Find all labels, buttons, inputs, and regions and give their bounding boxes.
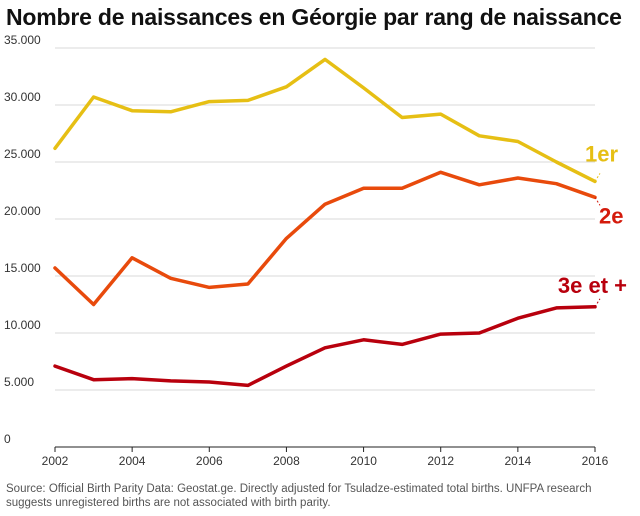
y-tick-label: 35.000 (4, 33, 41, 47)
axes: 0 5.000 10.000 15.000 20.000 25.000 30.000 35.0… (4, 33, 609, 468)
y-tick-label: 0 (4, 432, 11, 446)
x-tick-label: 2004 (119, 454, 146, 468)
y-tick-label: 30.000 (4, 90, 41, 104)
series-label-3e-et: 3e et + (558, 273, 627, 298)
y-tick-label: 5.000 (4, 375, 34, 389)
y-tick-label: 10.000 (4, 318, 41, 332)
label-leader-1er (594, 173, 601, 182)
x-tick-label: 2012 (427, 454, 454, 468)
y-tick-label: 15.000 (4, 261, 41, 275)
y-tick-label: 20.000 (4, 204, 41, 218)
line-chart: 0 5.000 10.000 15.000 20.000 25.000 30.000 35.0… (4, 33, 627, 468)
y-tick-label: 25.000 (4, 147, 41, 161)
series-labels: 1er 2e 3e et + (558, 141, 627, 308)
chart-title: Nombre de naissances en Géorgie par rang… (6, 4, 622, 30)
x-tick-label: 2014 (505, 454, 532, 468)
series-line-3e-et (53, 305, 597, 388)
x-tick-label: 2006 (196, 454, 223, 468)
label-leader-3e-et (594, 298, 601, 308)
x-tick-label: 2008 (273, 454, 300, 468)
label-leader-2e (594, 197, 601, 206)
source-note: Source: Official Birth Parity Data: Geos… (6, 483, 592, 509)
x-tick-label: 2010 (350, 454, 377, 468)
series-line-2e (53, 170, 597, 307)
x-tick-label: 2002 (42, 454, 69, 468)
x-tick-label: 2016 (582, 454, 609, 468)
grid-lines (55, 47, 595, 391)
series-label-1er: 1er (585, 141, 618, 166)
series-lines (53, 57, 597, 388)
series-label-2e: 2e (599, 203, 623, 228)
series-line-1er (53, 57, 597, 184)
